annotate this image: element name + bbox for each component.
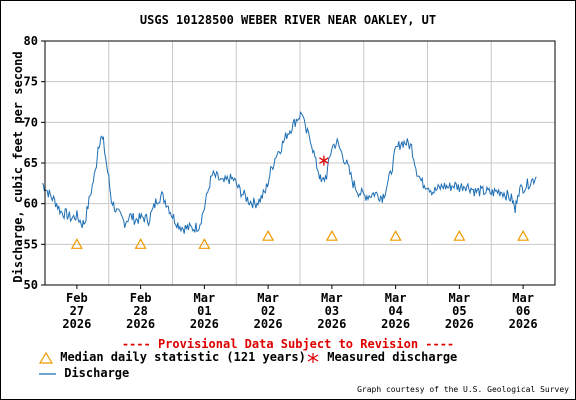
x-tick-label: Mar xyxy=(321,291,343,305)
y-tick-label: 50 xyxy=(24,278,38,292)
x-tick-label: Mar xyxy=(512,291,534,305)
y-tick-label: 55 xyxy=(24,237,38,251)
x-tick-label: 04 xyxy=(388,304,402,318)
legend-item-discharge: Discharge xyxy=(39,366,129,380)
x-tick-label: 06 xyxy=(516,304,530,318)
x-tick-label: Mar xyxy=(194,291,216,305)
measured-point xyxy=(319,155,329,166)
tick-labels: 50556065707580Feb272026Feb282026Mar01202… xyxy=(24,34,538,331)
y-tick-label: 75 xyxy=(24,75,38,89)
series-layer xyxy=(41,110,537,249)
grid-lines xyxy=(45,41,555,285)
plot-area: 50556065707580Feb272026Feb282026Mar01202… xyxy=(24,34,556,331)
x-tick-label: 02 xyxy=(261,304,275,318)
x-tick-label: Mar xyxy=(449,291,471,305)
chart-title: USGS 10128500 WEBER RIVER NEAR OAKLEY, U… xyxy=(139,13,437,27)
x-tick-label: Feb xyxy=(66,291,88,305)
line-icon xyxy=(39,372,56,375)
median-point xyxy=(262,229,275,241)
legend-label-discharge: Discharge xyxy=(64,366,130,380)
x-tick-label: 27 xyxy=(70,304,84,318)
median-point xyxy=(134,238,147,249)
legend-label-measured: Measured discharge xyxy=(327,350,458,364)
median-point xyxy=(325,229,338,241)
y-tick-label: 80 xyxy=(24,34,38,48)
median-point xyxy=(453,229,466,241)
x-tick-label: 2026 xyxy=(190,317,219,331)
provisional-notice: ---- Provisional Data Subject to Revisio… xyxy=(121,337,455,351)
x-tick-label: 28 xyxy=(133,304,147,318)
x-tick-label: 2026 xyxy=(254,317,283,331)
x-tick-label: Mar xyxy=(385,291,407,305)
legend-item-median: Median daily statistic (121 years) xyxy=(38,350,306,364)
x-tick-label: 2026 xyxy=(509,317,538,331)
legend-label-median: Median daily statistic (121 years) xyxy=(60,350,306,364)
credit-text: Graph courtesy of the U.S. Geological Su… xyxy=(357,385,569,394)
legend-item-measured: Measured discharge xyxy=(306,350,457,364)
y-tick-label: 70 xyxy=(24,115,38,129)
x-tick-label: 01 xyxy=(197,304,211,318)
triangle-icon xyxy=(38,351,54,364)
x-tick-label: Feb xyxy=(130,291,152,305)
measured-stroke xyxy=(319,157,329,164)
x-tick-label: 2026 xyxy=(126,317,155,331)
y-tick-label: 60 xyxy=(24,197,38,211)
median-point xyxy=(389,229,402,241)
median-point xyxy=(70,238,83,249)
x-tick-label: 05 xyxy=(452,304,466,318)
y-tick-label: 65 xyxy=(24,156,38,170)
median-point xyxy=(198,238,211,249)
median-point xyxy=(517,229,530,241)
discharge-line xyxy=(41,110,537,234)
x-tick-label: 2026 xyxy=(445,317,474,331)
x-tick-label: Mar xyxy=(257,291,279,305)
x-tick-label: 03 xyxy=(325,304,339,318)
asterisk-icon xyxy=(307,352,319,363)
x-tick-label: 2026 xyxy=(62,317,91,331)
x-tick-label: 2026 xyxy=(317,317,346,331)
x-tick-label: 2026 xyxy=(381,317,410,331)
